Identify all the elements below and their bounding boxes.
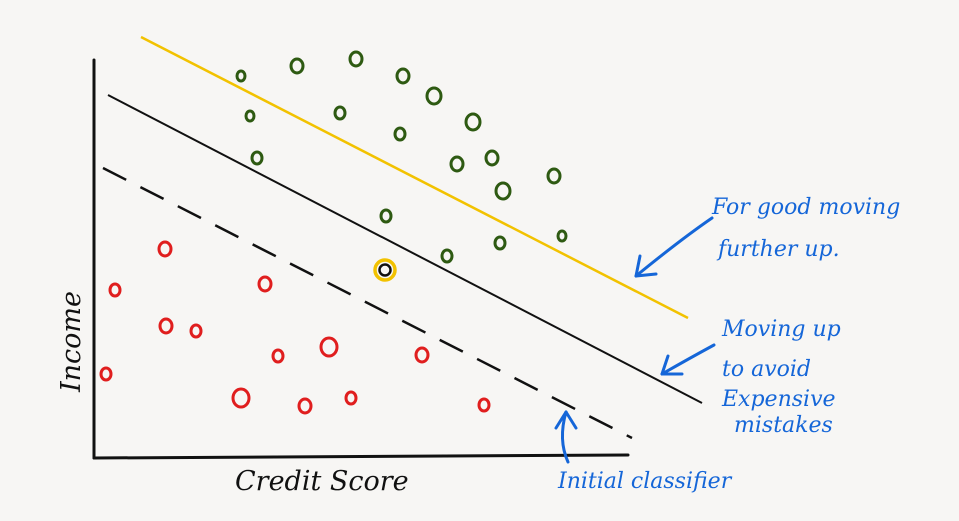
x-axis (92, 453, 630, 460)
green-point (484, 149, 500, 167)
y-axis-label: Income (56, 291, 87, 393)
green-point (464, 112, 482, 132)
green-point (395, 67, 411, 85)
red-point (189, 323, 203, 339)
red-point (231, 387, 251, 409)
green-point (425, 86, 443, 106)
red-point (297, 397, 313, 415)
note-black-line-4: mistakes (734, 413, 833, 438)
note-yellow-line-2: further up. (716, 237, 840, 262)
green-point (348, 50, 364, 68)
red-point (344, 390, 358, 406)
green-point (494, 181, 512, 201)
red-point (157, 240, 173, 258)
note-dashed-line: Initial classifier (557, 469, 733, 494)
axes (92, 58, 630, 460)
note-black-line-1: Moving up (721, 317, 841, 342)
green-point (379, 208, 393, 224)
note-black-line-2: to avoid (722, 357, 811, 382)
x-axis-label: Credit Score (235, 466, 409, 497)
highlight-ring (373, 258, 397, 282)
green-point (556, 229, 568, 243)
red-point (271, 348, 285, 364)
note-yellow-line-1: For good moving (711, 195, 900, 220)
arrow-to-black-line (660, 343, 716, 376)
red-point (158, 317, 174, 335)
green-point (250, 150, 264, 166)
arrow-to-yellow-line (634, 216, 714, 278)
green-point (546, 167, 562, 185)
green-point (333, 105, 347, 121)
annotation-arrows (554, 216, 716, 464)
note-black-line-3: Expensive (721, 387, 836, 412)
arrow-head-yellow (634, 254, 658, 278)
red-point (477, 397, 491, 413)
highlighted-point-dot (378, 263, 392, 277)
red-point (319, 336, 339, 358)
red-point (99, 366, 113, 382)
good-side-line (140, 35, 689, 320)
arrow-head-black (660, 354, 684, 376)
green-points (235, 50, 568, 264)
arrow-head-dashed (554, 410, 578, 430)
red-point (414, 346, 430, 364)
green-point (440, 248, 454, 264)
highlighted-point (373, 258, 397, 282)
annotations: For good moving further up. Moving up to… (557, 195, 900, 494)
red-points (99, 240, 491, 415)
green-point (235, 69, 247, 83)
moved-classifier-line (107, 94, 703, 404)
green-point (244, 109, 256, 123)
green-point (493, 235, 507, 251)
red-point (257, 275, 273, 293)
green-point (289, 57, 305, 75)
green-point (393, 126, 407, 142)
red-point (108, 282, 122, 298)
green-point (449, 155, 465, 173)
initial-classifier-line (102, 166, 633, 440)
